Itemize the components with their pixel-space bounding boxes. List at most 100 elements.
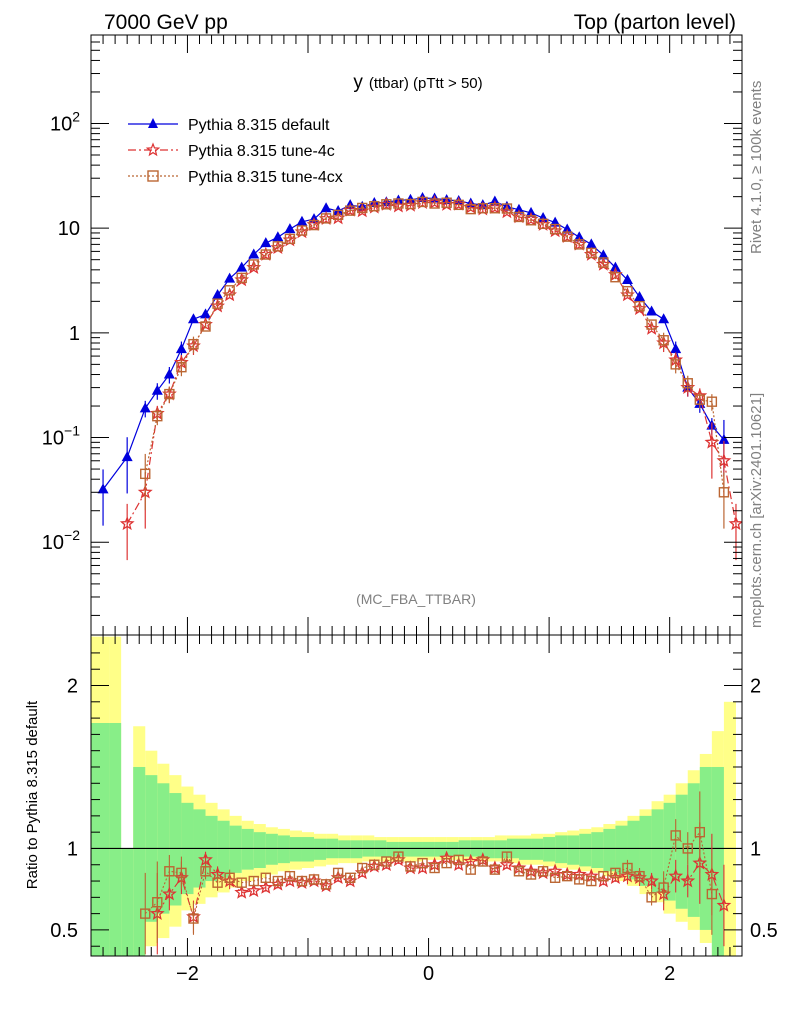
data-point-square	[634, 870, 645, 882]
legend: Pythia 8.315 default Pythia 8.315 tune-4…	[128, 117, 343, 186]
data-point-square	[453, 199, 464, 211]
uncertainty-band-green	[253, 832, 266, 869]
uncertainty-band-green	[639, 815, 652, 886]
data-point-square	[706, 396, 718, 407]
uncertainty-band-green	[217, 820, 230, 878]
data-point-square	[489, 203, 501, 214]
data-point-square	[634, 300, 645, 312]
data-point-square	[525, 869, 537, 880]
analysis-tag: (MC_FBA_TTBAR)	[356, 591, 476, 607]
data-point-square	[574, 239, 585, 250]
data-point-square	[200, 866, 211, 877]
data-point-square	[646, 892, 657, 903]
data-point-square	[332, 867, 344, 879]
data-point-triangle	[380, 196, 392, 207]
ratio-y-tick-label-right: 0.5	[750, 920, 778, 942]
data-point-square	[537, 218, 549, 230]
data-point-square	[332, 209, 344, 221]
y-tick-label: 102	[50, 108, 80, 135]
ratio-ylabel: Ratio to Pythia 8.315 default	[24, 700, 41, 889]
data-point-square	[260, 249, 272, 260]
data-point-square	[140, 468, 151, 480]
data-point-star	[668, 868, 684, 883]
uncertainty-band-green	[350, 840, 363, 859]
data-point-star	[644, 873, 659, 888]
ratio-y-tick-label-right: 2	[750, 676, 761, 698]
uncertainty-band-green	[109, 722, 122, 956]
data-point-square	[212, 298, 223, 309]
data-point-square	[513, 866, 525, 877]
data-point-square	[140, 908, 151, 919]
data-point-triangle	[585, 238, 597, 249]
ratio-y-tick-label-right: 1	[750, 838, 761, 860]
data-point-triangle	[212, 288, 224, 299]
data-point-square	[646, 319, 657, 330]
data-point-square	[598, 257, 609, 268]
data-point-star	[499, 857, 515, 872]
legend-entry-tune4cx: Pythia 8.315 tune-4cx	[128, 169, 343, 186]
data-point-triangle	[597, 249, 609, 260]
uncertainty-band-green	[410, 841, 423, 857]
data-point-square	[369, 859, 380, 870]
data-point-triangle	[175, 343, 187, 354]
main-data-layer	[97, 192, 742, 561]
data-point-triangle	[163, 368, 175, 379]
ratio-data-layer	[91, 636, 742, 956]
data-point-square	[417, 196, 428, 208]
data-point-square	[501, 851, 513, 862]
data-point-square	[586, 875, 597, 887]
data-point-square	[682, 843, 693, 854]
data-point-square	[224, 872, 235, 883]
uncertainty-band-green	[687, 783, 700, 917]
data-point-triangle	[272, 231, 284, 242]
data-point-square	[489, 864, 501, 875]
series-line-1	[126, 201, 737, 525]
uncertainty-band-green	[121, 848, 134, 956]
data-point-square	[682, 378, 693, 389]
data-point-square	[561, 231, 573, 242]
data-point-square	[694, 394, 706, 405]
uncertainty-band-green	[434, 841, 447, 857]
uncertainty-band-green	[446, 841, 459, 857]
data-point-triangle	[236, 261, 248, 272]
data-point-square	[453, 854, 464, 866]
uncertainty-band-green	[579, 833, 592, 867]
plot-title-var: y	[353, 72, 363, 93]
legend-entry-default: Pythia 8.315 default	[128, 117, 330, 134]
data-point-triangle	[718, 433, 730, 444]
uncertainty-band-green	[555, 835, 568, 864]
data-point-square	[212, 877, 223, 888]
data-point-triangle	[658, 313, 670, 324]
data-point-square	[658, 335, 669, 346]
data-point-square	[344, 872, 356, 883]
header-left: 7000 GeV pp	[104, 11, 228, 34]
data-point-square	[236, 272, 247, 284]
data-point-square	[224, 285, 235, 296]
data-point-star	[234, 884, 250, 899]
data-point-square	[670, 359, 681, 370]
legend-marker-triangle	[148, 118, 158, 128]
data-point-triangle	[139, 402, 151, 413]
data-point-triangle	[224, 272, 236, 283]
data-point-triangle	[260, 237, 272, 248]
data-point-square	[284, 233, 296, 245]
header-right: Top (parton level)	[574, 11, 736, 34]
uncertainty-band-yellow	[723, 701, 736, 956]
uncertainty-band-green	[386, 841, 399, 857]
data-point-square	[381, 856, 392, 867]
x-tick-label: 0	[423, 963, 434, 985]
data-point-square	[236, 877, 247, 888]
data-point-square	[429, 862, 440, 874]
data-point-square	[465, 203, 476, 215]
uncertainty-band-green	[675, 794, 688, 909]
legend-marker-square	[147, 170, 159, 182]
data-point-square	[200, 321, 211, 332]
uncertainty-band-green	[591, 832, 604, 869]
data-point-square	[549, 223, 561, 235]
ratio-y-tick-label-left: 1	[67, 838, 78, 860]
data-point-square	[260, 872, 272, 883]
uncertainty-band-green	[567, 835, 580, 865]
data-point-triangle	[634, 291, 646, 302]
uncertainty-band-green	[711, 766, 724, 956]
